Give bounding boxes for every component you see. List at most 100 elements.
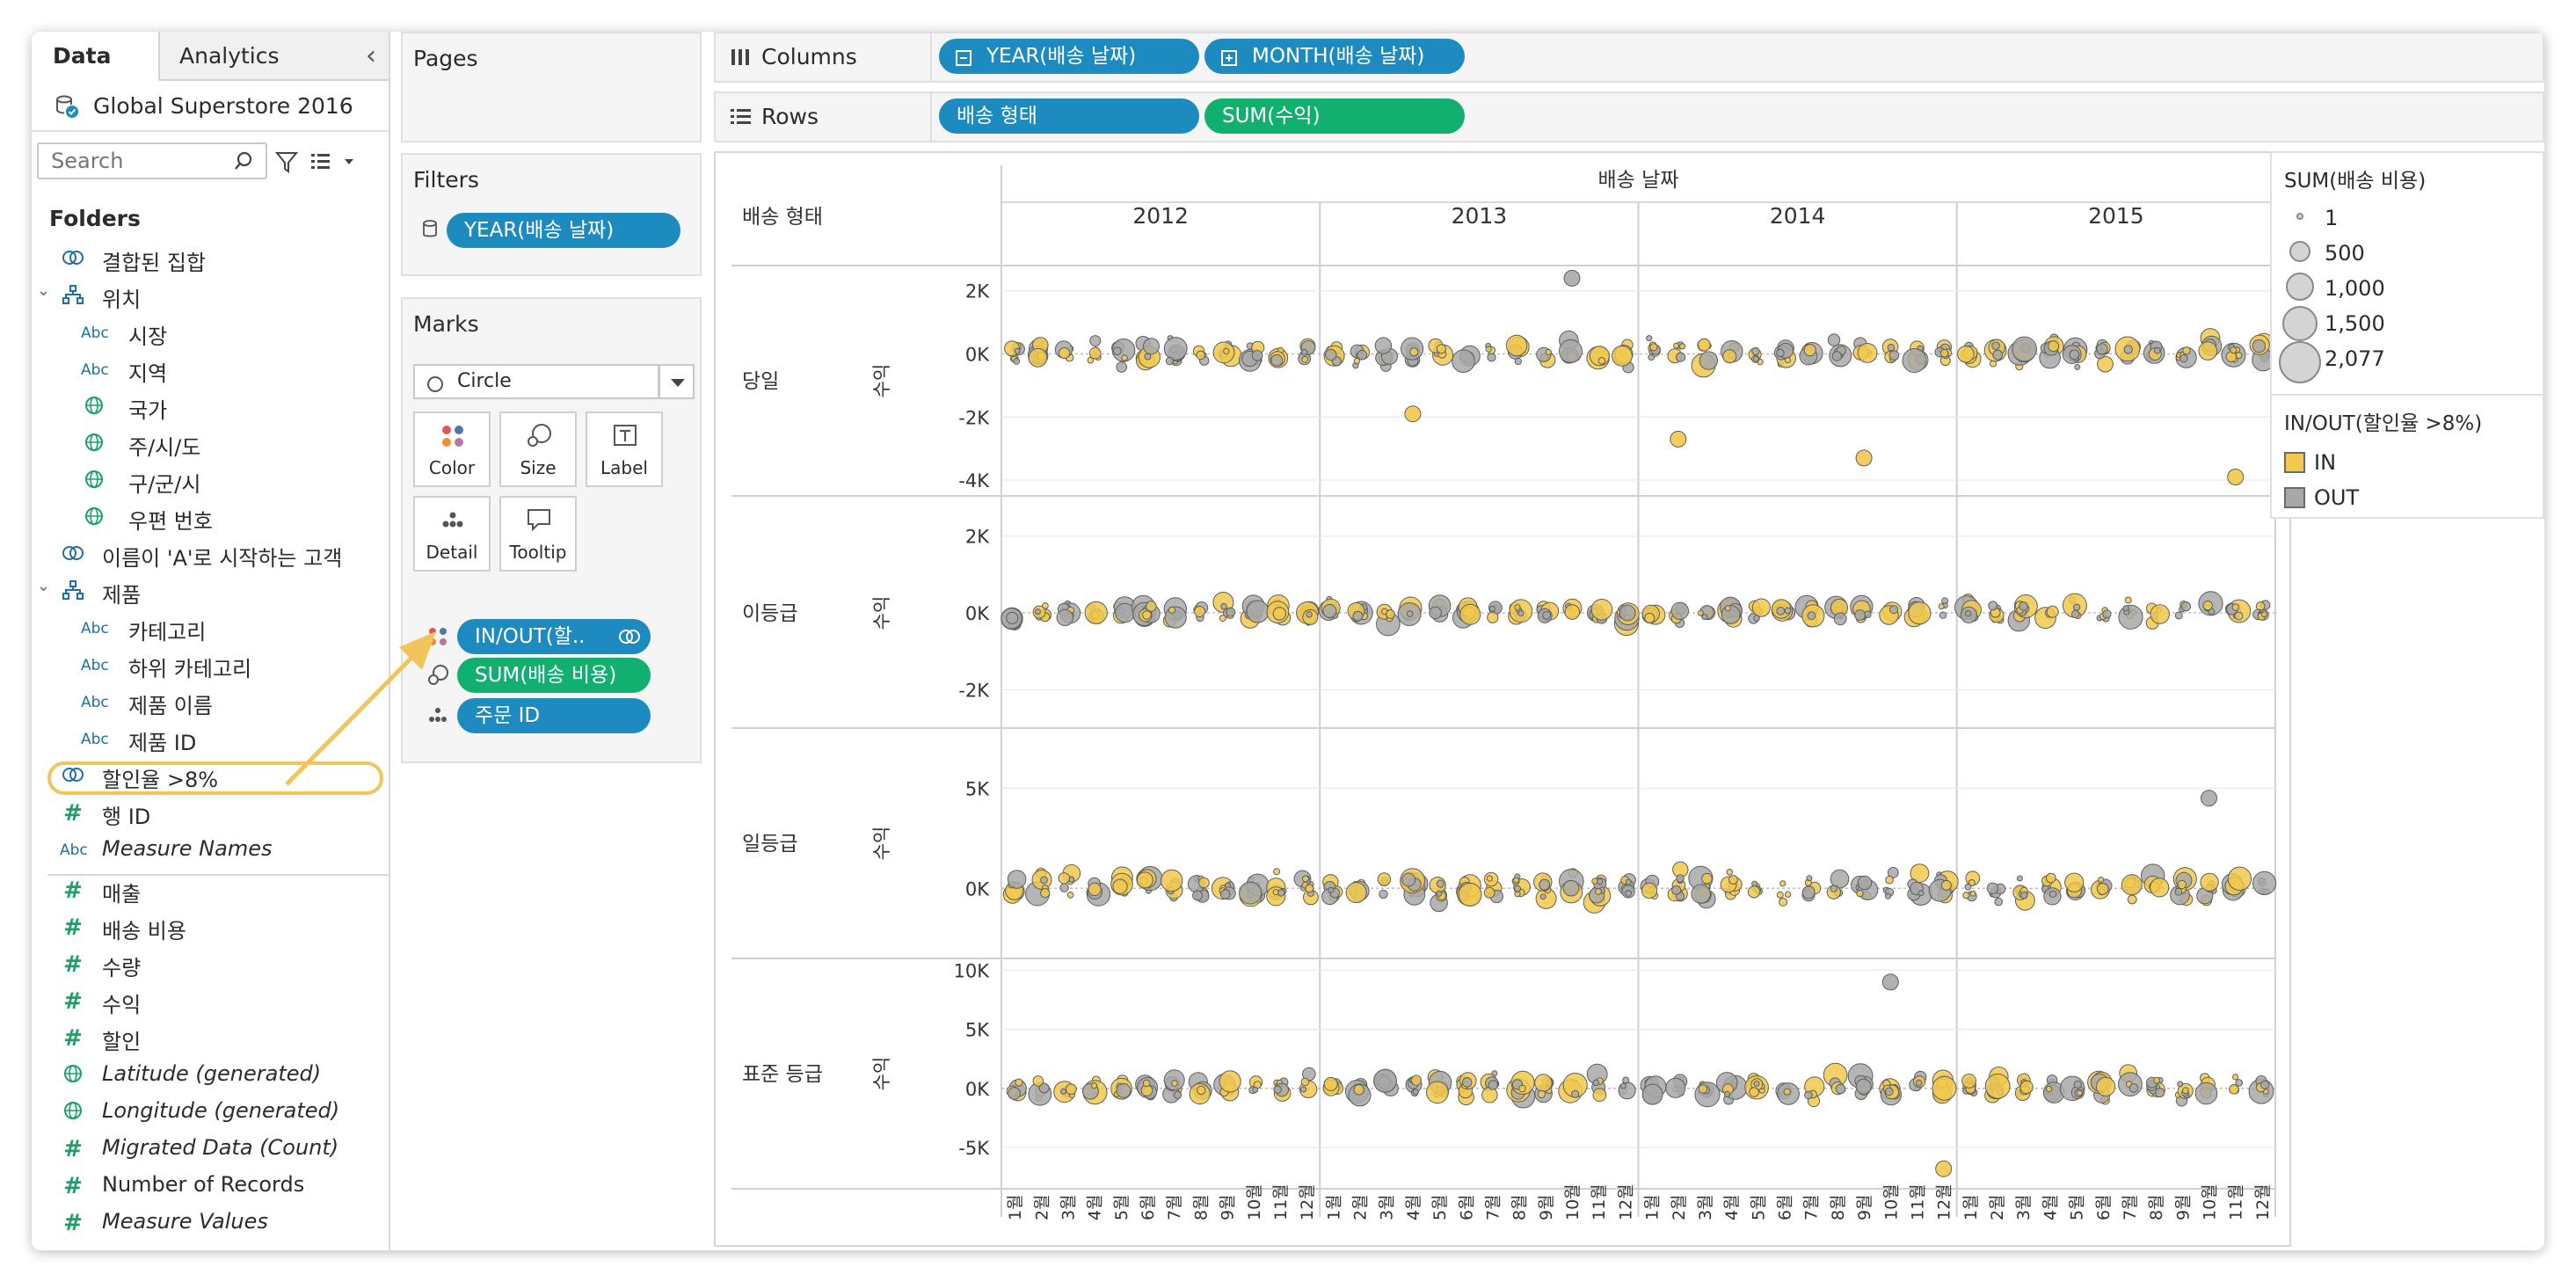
profit-point-out[interactable] xyxy=(1776,607,1786,616)
expand-arrow-icon[interactable]: ⌄ xyxy=(37,577,51,595)
profit-point-in[interactable] xyxy=(1962,892,1970,900)
collapse-pane-icon[interactable]: ‹ xyxy=(366,40,376,71)
profit-point-out[interactable] xyxy=(1401,872,1416,887)
viz-view[interactable]: 배송 날짜 배송 형태 2012 2013 2014 2015 당일 수익 2K 0K -2K -4K… xyxy=(714,151,2291,1247)
profit-point-in[interactable] xyxy=(1066,1083,1077,1096)
profit-point-out[interactable] xyxy=(1008,1087,1022,1100)
profit-point-in[interactable] xyxy=(1595,888,1602,895)
profit-point-in[interactable] xyxy=(2124,596,2132,604)
profit-point-out[interactable] xyxy=(1917,890,1925,897)
size-button[interactable]: Size xyxy=(499,412,577,487)
profit-point-in[interactable] xyxy=(1537,1089,1546,1099)
profit-point-out[interactable] xyxy=(1784,607,1792,615)
profit-point-out[interactable] xyxy=(1034,608,1041,616)
profit-point-in[interactable] xyxy=(1939,348,1949,358)
profit-point-out[interactable] xyxy=(1752,355,1759,362)
profit-point-out[interactable] xyxy=(2153,346,2161,354)
profit-point-out[interactable] xyxy=(1517,609,1524,617)
field-item[interactable]: Abc 제품 이름 xyxy=(32,684,389,719)
field-item[interactable]: Abc 하위 카테고리 xyxy=(32,647,389,682)
profit-point-out[interactable] xyxy=(1619,604,1636,622)
profit-point-in[interactable] xyxy=(1505,334,1528,357)
profit-point-in[interactable] xyxy=(2076,1089,2083,1096)
rows-pill-shipmode[interactable]: 배송 형태 xyxy=(939,98,1199,134)
field-item[interactable]: ⌄ 제품 xyxy=(32,573,389,608)
profit-point-out[interactable] xyxy=(2019,601,2028,611)
profit-point-out[interactable] xyxy=(1300,1086,1307,1093)
profit-point-in[interactable] xyxy=(1323,1076,1338,1091)
profit-point-out[interactable] xyxy=(1597,878,1604,885)
profit-point-out[interactable] xyxy=(1854,609,1866,621)
profit-point-in[interactable] xyxy=(1545,348,1553,356)
profit-point-in[interactable] xyxy=(1198,877,1210,889)
profit-point-out[interactable] xyxy=(1220,602,1227,610)
profit-point-out[interactable] xyxy=(1252,1087,1259,1093)
profit-point-out[interactable] xyxy=(1270,353,1284,367)
outlier-point[interactable] xyxy=(1563,269,1581,287)
profit-point-out[interactable] xyxy=(2118,604,2143,630)
profit-point-out[interactable] xyxy=(1539,893,1546,900)
profit-point-in[interactable] xyxy=(2182,346,2191,355)
profit-point-in[interactable] xyxy=(2046,605,2059,618)
profit-point-out[interactable] xyxy=(1038,1082,1050,1094)
profit-point-out[interactable] xyxy=(1163,337,1188,361)
profit-point-in[interactable] xyxy=(1015,1078,1023,1087)
profit-point-in[interactable] xyxy=(1459,603,1481,625)
profit-point-out[interactable] xyxy=(1089,335,1102,347)
profit-point-out[interactable] xyxy=(1915,1079,1923,1087)
profit-point-in[interactable] xyxy=(1513,877,1520,884)
filter-pill-year[interactable]: YEAR(배송 날짜) xyxy=(447,213,680,248)
profit-point-out[interactable] xyxy=(1273,1085,1282,1094)
field-item[interactable]: Longitude (generated) xyxy=(32,1094,389,1129)
profit-point-in[interactable] xyxy=(1028,347,1048,368)
field-item[interactable]: 우편 번호 xyxy=(32,499,389,535)
profit-point-in[interactable] xyxy=(1940,879,1952,891)
profit-point-out[interactable] xyxy=(1902,348,1927,373)
profit-point-out[interactable] xyxy=(1806,875,1813,882)
profit-point-in[interactable] xyxy=(1857,343,1878,363)
profit-point-in[interactable] xyxy=(1564,604,1581,620)
profit-point-out[interactable] xyxy=(1412,1089,1419,1096)
profit-point-out[interactable] xyxy=(1964,883,1972,891)
profit-point-in[interactable] xyxy=(2045,872,2056,884)
profit-point-out[interactable] xyxy=(1646,335,1653,342)
profit-point-in[interactable] xyxy=(1728,875,1738,885)
profit-point-out[interactable] xyxy=(1013,358,1021,365)
search-input[interactable] xyxy=(37,142,267,179)
label-button[interactable]: Label xyxy=(586,412,663,487)
profit-point-out[interactable] xyxy=(1592,1079,1600,1087)
profit-point-out[interactable] xyxy=(2074,363,2081,370)
profit-point-in[interactable] xyxy=(2097,355,2114,373)
profit-point-in[interactable] xyxy=(1146,601,1157,612)
profit-point-out[interactable] xyxy=(2180,601,2192,612)
profit-point-out[interactable] xyxy=(1830,869,1850,889)
marks-pill-color[interactable]: IN/OUT(할.. xyxy=(457,619,651,654)
profit-point-in[interactable] xyxy=(1679,343,1686,350)
search-icon[interactable] xyxy=(232,149,255,172)
profit-point-in[interactable] xyxy=(2064,872,2085,892)
profit-point-in[interactable] xyxy=(1223,347,1230,354)
profit-point-in[interactable] xyxy=(1487,611,1499,623)
profit-point-out[interactable] xyxy=(2016,875,2023,882)
color-button[interactable]: Color xyxy=(413,412,491,487)
field-item[interactable]: # Measure Values xyxy=(32,1205,389,1240)
profit-point-in[interactable] xyxy=(1272,607,1286,621)
profit-point-in[interactable] xyxy=(2200,872,2219,892)
profit-point-in[interactable] xyxy=(1301,875,1309,883)
rows-shelf[interactable]: Rows 배송 형태 SUM(수익) xyxy=(714,91,2544,142)
columns-pill-month[interactable]: MONTH(배송 날짜) xyxy=(1204,39,1465,74)
field-item[interactable]: 국가 xyxy=(32,389,389,424)
columns-shelf[interactable]: Columns YEAR(배송 날짜) MONTH(배송 날짜) xyxy=(714,32,2544,83)
profit-point-out[interactable] xyxy=(1833,612,1847,626)
profit-point-out[interactable] xyxy=(1699,351,1719,370)
rows-pill-profit[interactable]: SUM(수익) xyxy=(1204,98,1465,134)
profit-point-in[interactable] xyxy=(1377,872,1392,886)
profit-point-in[interactable] xyxy=(1747,885,1761,899)
profit-point-out[interactable] xyxy=(1641,1083,1663,1105)
tooltip-button[interactable]: Tooltip xyxy=(499,496,577,572)
filters-card[interactable]: Filters YEAR(배송 날짜) xyxy=(401,153,702,276)
profit-point-in[interactable] xyxy=(2096,883,2109,895)
profit-point-out[interactable] xyxy=(1887,343,1896,352)
profit-point-out[interactable] xyxy=(1357,349,1368,361)
